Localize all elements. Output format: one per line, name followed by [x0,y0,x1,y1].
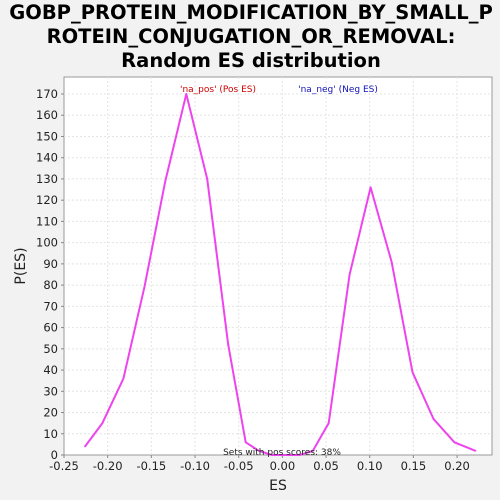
y-tick-label: 30 [43,384,58,398]
y-tick-label: 70 [43,299,58,313]
chart-title-line-3: Random ES distribution [121,49,381,72]
axis-ticks: 0 10 20 30 40 50 60 70 80 90 100 110 120 130 140 150 160… [36,87,470,473]
y-tick-label: 100 [36,236,58,250]
series-layer [84,93,477,456]
data-point [453,441,456,444]
y-tick-label: 140 [36,151,58,165]
pos-score-annotation: Sets with pos scores: 38% [223,448,341,458]
legend-entry-pos: 'na_pos' (Pos ES) [180,85,256,95]
y-tick-label: 170 [36,87,58,101]
x-tick-label: 0.05 [313,459,339,473]
y-tick-label: 20 [43,406,58,420]
y-tick-label: 160 [36,108,58,122]
x-tick-label: -0.20 [93,459,123,473]
grid [64,77,492,455]
data-point [164,180,167,182]
y-tick-label: 130 [36,172,58,186]
plot-area [63,76,493,456]
x-tick-label: 0.10 [357,459,383,473]
data-point [122,377,125,380]
chart-title-line-1: GOBP_PROTEIN_MODIFICATION_BY_SMALL_P [9,1,493,24]
y-tick-label: 10 [43,427,58,441]
y-tick-label: 50 [43,342,58,356]
x-tick-label: -0.05 [224,459,254,473]
data-point [227,343,230,346]
data-point [143,286,146,289]
data-point [390,260,393,263]
x-axis-label: ES [269,478,287,494]
data-point [270,454,273,456]
y-tick-label: 0 [51,448,58,462]
y-tick-label: 60 [43,321,58,335]
data-point [101,422,104,425]
data-point [432,417,435,420]
data-point [244,441,247,444]
y-tick-label: 80 [43,278,58,292]
chart-title-line-2: ROTEIN_CONJUGATION_OR_REMOVAL: [47,25,456,48]
data-point [369,186,372,189]
y-tick-label: 150 [36,129,58,143]
data-point [411,371,414,374]
x-tick-label: 0.00 [270,459,296,473]
data-point [285,454,288,456]
x-tick-label: -0.15 [136,459,166,473]
data-point [348,273,351,276]
data-point [327,422,330,425]
x-tick-label: -0.25 [49,459,79,473]
data-point [257,449,260,452]
chart-title: GOBP_PROTEIN_MODIFICATION_BY_SMALL_P ROT… [9,1,493,72]
y-tick-label: 90 [43,257,58,271]
y-tick-label: 120 [36,193,58,207]
data-point [298,454,301,456]
es-distribution-line [84,93,476,456]
x-tick-label: 0.20 [444,459,470,473]
data-point [206,178,209,180]
x-tick-label: -0.10 [180,459,210,473]
y-tick-label: 110 [36,214,58,228]
data-point [84,445,86,448]
data-point [312,449,314,452]
x-tick-label: 0.15 [401,459,427,473]
legend-entry-neg: 'na_neg' (Neg ES) [298,85,378,95]
legend: 'na_pos' (Pos ES) 'na_neg' (Neg ES) [180,85,378,95]
data-point [185,93,188,95]
y-axis-label: P(ES) [13,247,29,284]
data-point [474,449,477,452]
y-tick-label: 40 [43,363,58,377]
